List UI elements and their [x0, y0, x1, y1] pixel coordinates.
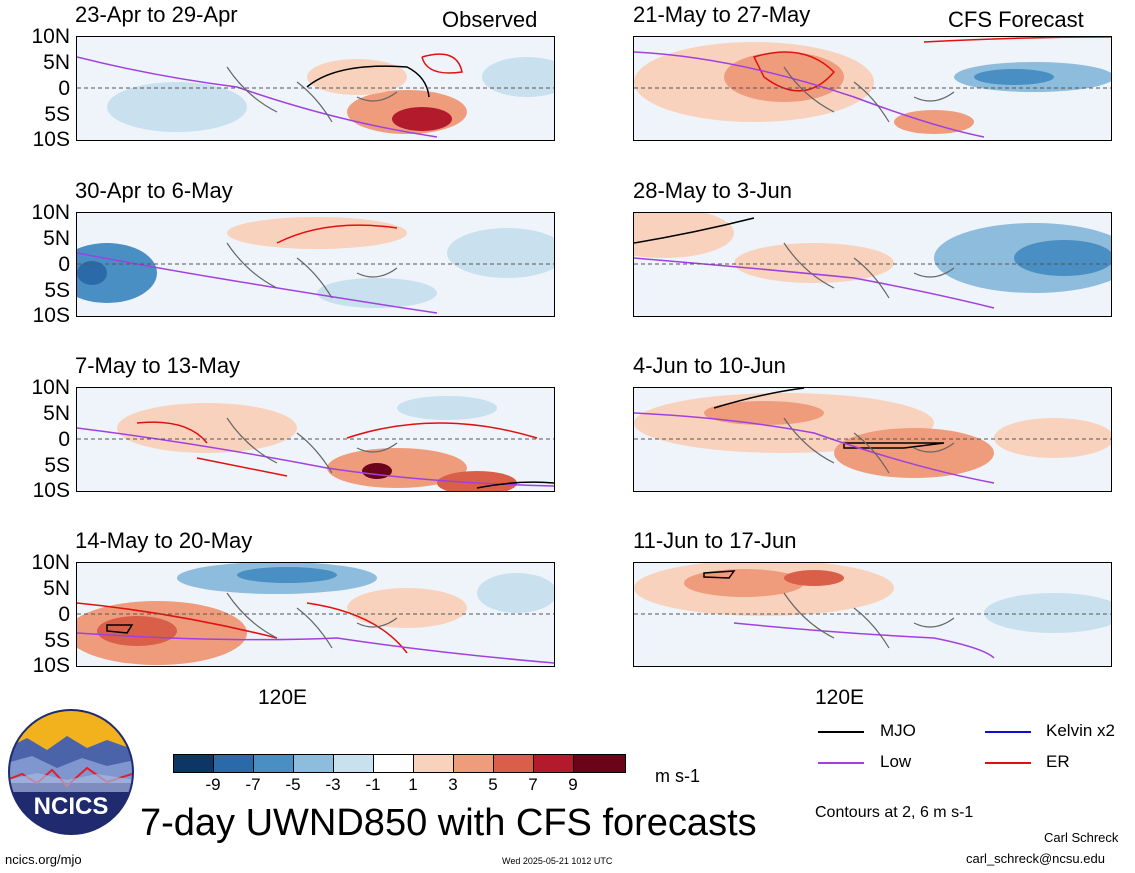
lat-label: 10S	[32, 128, 70, 151]
anomaly-map	[77, 217, 554, 314]
colorbar-label: -9	[205, 775, 221, 794]
legend-kelvin-line	[985, 731, 1031, 733]
lat-label: 5N	[43, 51, 70, 74]
anomaly-map	[634, 563, 1111, 659]
panel-title: 11-Jun to 17-Jun	[633, 528, 797, 553]
lat-label: 0	[58, 428, 70, 451]
map-panel-fcst-3	[633, 387, 1112, 492]
map-panel-fcst-1	[633, 36, 1112, 141]
map-panel-obs-4	[76, 562, 555, 667]
map-panel-obs-3	[76, 387, 555, 492]
lat-label: 10S	[32, 479, 70, 502]
colorbar-swatch	[333, 754, 374, 773]
contour-note: Contours at 2, 6 m s-1	[815, 804, 974, 821]
lat-label: 5N	[43, 227, 70, 250]
lon-label: 120E	[258, 686, 308, 709]
logo-text: NCICS	[34, 793, 109, 820]
lat-label: 5S	[44, 629, 70, 652]
ncics-logo: NCICS	[8, 709, 134, 835]
footer-author: Carl Schreck	[1044, 830, 1119, 845]
legend-mjo-label: MJO	[880, 721, 916, 740]
forecast-header: CFS Forecast	[948, 7, 1084, 32]
anomaly-map	[77, 563, 554, 665]
colorbar-label: 1	[408, 775, 418, 794]
lat-label: 5S	[44, 454, 70, 477]
anomaly-map	[634, 388, 1111, 484]
colorbar-swatch	[493, 754, 534, 773]
anomaly-map	[634, 37, 1111, 138]
map-panel-fcst-2	[633, 212, 1112, 317]
colorbar-swatch	[213, 754, 254, 773]
colorbar-swatch	[573, 754, 626, 773]
lat-label: 10N	[31, 376, 70, 399]
colorbar-swatch	[453, 754, 494, 773]
colorbar-label: 7	[528, 775, 538, 794]
lat-label: 10S	[32, 304, 70, 327]
figure-title: 7-day UWND850 with CFS forecasts	[140, 802, 757, 844]
lat-label: 0	[58, 77, 70, 100]
panel-title: 4-Jun to 10-Jun	[633, 353, 786, 378]
lat-label: 5N	[43, 402, 70, 425]
colorbar-label: 9	[568, 775, 578, 794]
colorbar-swatch	[173, 754, 214, 773]
legend-kelvin-label: Kelvin x2	[1046, 721, 1115, 740]
colorbar-label: -1	[365, 775, 381, 794]
colorbar-label: 5	[488, 775, 498, 794]
panel-title: 21-May to 27-May	[633, 2, 811, 27]
legend-low-line	[818, 762, 864, 764]
map-panel-obs-1	[76, 36, 555, 141]
legend-low-label: Low	[880, 752, 912, 771]
lat-label: 10S	[32, 654, 70, 677]
legend-er-label: ER	[1046, 752, 1070, 771]
lat-label: 10N	[31, 551, 70, 574]
anomaly-map	[77, 53, 554, 138]
panel-title: 28-May to 3-Jun	[633, 178, 792, 203]
lat-label: 0	[58, 603, 70, 626]
panel-title: 7-May to 13-May	[75, 353, 241, 378]
footer-timestamp: Wed 2025-05-21 1012 UTC	[502, 856, 613, 866]
lat-label: 5S	[44, 279, 70, 302]
lon-label: 120E	[815, 686, 865, 709]
lat-label: 10N	[31, 25, 70, 48]
panel-title: 14-May to 20-May	[75, 528, 253, 553]
colorbar-label: -3	[325, 775, 341, 794]
legend-er-line	[985, 762, 1031, 764]
lat-label: 0	[58, 253, 70, 276]
colorbar-swatch	[413, 754, 454, 773]
footer-email: carl_schreck@ncsu.edu	[966, 851, 1105, 866]
legend-mjo-line	[818, 731, 864, 733]
anomaly-map	[634, 213, 1111, 309]
anomaly-map	[77, 396, 554, 491]
lat-label: 10N	[31, 201, 70, 224]
observed-header: Observed	[442, 7, 538, 32]
colorbar-swatch	[293, 754, 334, 773]
panel-title: 30-Apr to 6-May	[75, 178, 233, 203]
footer-url: ncics.org/mjo	[5, 852, 82, 867]
map-panel-fcst-4	[633, 562, 1112, 667]
lat-label: 5N	[43, 577, 70, 600]
map-panel-obs-2	[76, 212, 555, 317]
lat-label: 5S	[44, 103, 70, 126]
panel-title: 23-Apr to 29-Apr	[75, 2, 238, 27]
colorbar-swatch	[253, 754, 294, 773]
colorbar-label: 3	[448, 775, 458, 794]
colorbar-swatch	[533, 754, 574, 773]
colorbar-label: -7	[245, 775, 261, 794]
colorbar-swatch	[373, 754, 414, 773]
colorbar-units: m s-1	[655, 766, 700, 786]
colorbar-label: -5	[285, 775, 301, 794]
